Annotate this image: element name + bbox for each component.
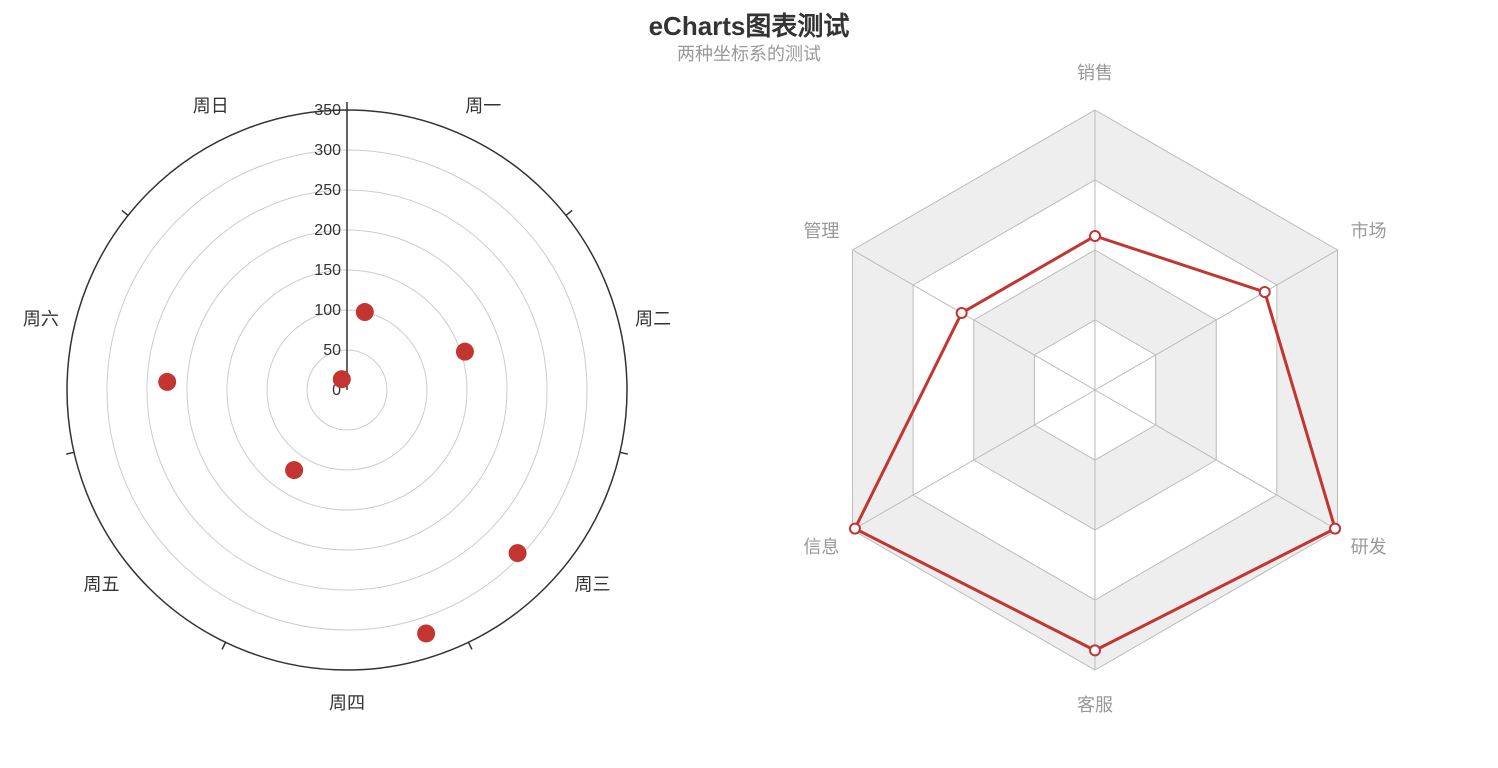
polar-angle-label: 周一 <box>465 96 501 116</box>
radar-series-point <box>850 524 860 534</box>
radar-indicator-label: 市场 <box>1351 221 1387 241</box>
polar-point <box>417 624 435 642</box>
polar-point <box>456 343 474 361</box>
polar-point <box>333 370 351 388</box>
polar-point <box>509 544 527 562</box>
polar-angle-label: 周六 <box>23 309 59 329</box>
polar-chart: 周一周二周三周四周五周六周日050100150200250300350 <box>0 0 750 768</box>
radar-series-point <box>1330 524 1340 534</box>
polar-point <box>285 461 303 479</box>
radar-indicator-label: 信息 <box>803 537 839 557</box>
radar-series-point <box>957 308 967 318</box>
polar-angle-label: 周日 <box>193 96 229 116</box>
polar-radius-tick: 350 <box>314 102 341 119</box>
radar-indicator-label: 研发 <box>1351 537 1387 557</box>
radar-series-point <box>1090 645 1100 655</box>
polar-angle-label: 周五 <box>84 575 120 595</box>
polar-radius-tick: 100 <box>314 302 341 319</box>
radar-series-point <box>1260 287 1270 297</box>
polar-radius-tick: 200 <box>314 222 341 239</box>
radar-series-point <box>1090 231 1100 241</box>
radar-indicator-label: 管理 <box>803 221 839 241</box>
polar-radius-tick: 50 <box>323 342 341 359</box>
radar-indicator-label: 客服 <box>1077 695 1113 715</box>
polar-radius-tick: 150 <box>314 262 341 279</box>
polar-angle-label: 周二 <box>635 309 671 329</box>
polar-point <box>356 303 374 321</box>
radar-chart: 销售市场研发客服 信息 管理 <box>750 0 1498 768</box>
polar-radius-tick: 300 <box>314 142 341 159</box>
polar-point <box>158 373 176 391</box>
polar-angle-label: 周四 <box>329 693 365 713</box>
radar-indicator-label: 销售 <box>1077 63 1113 83</box>
polar-angle-label: 周三 <box>574 575 610 595</box>
polar-radius-tick: 250 <box>314 182 341 199</box>
